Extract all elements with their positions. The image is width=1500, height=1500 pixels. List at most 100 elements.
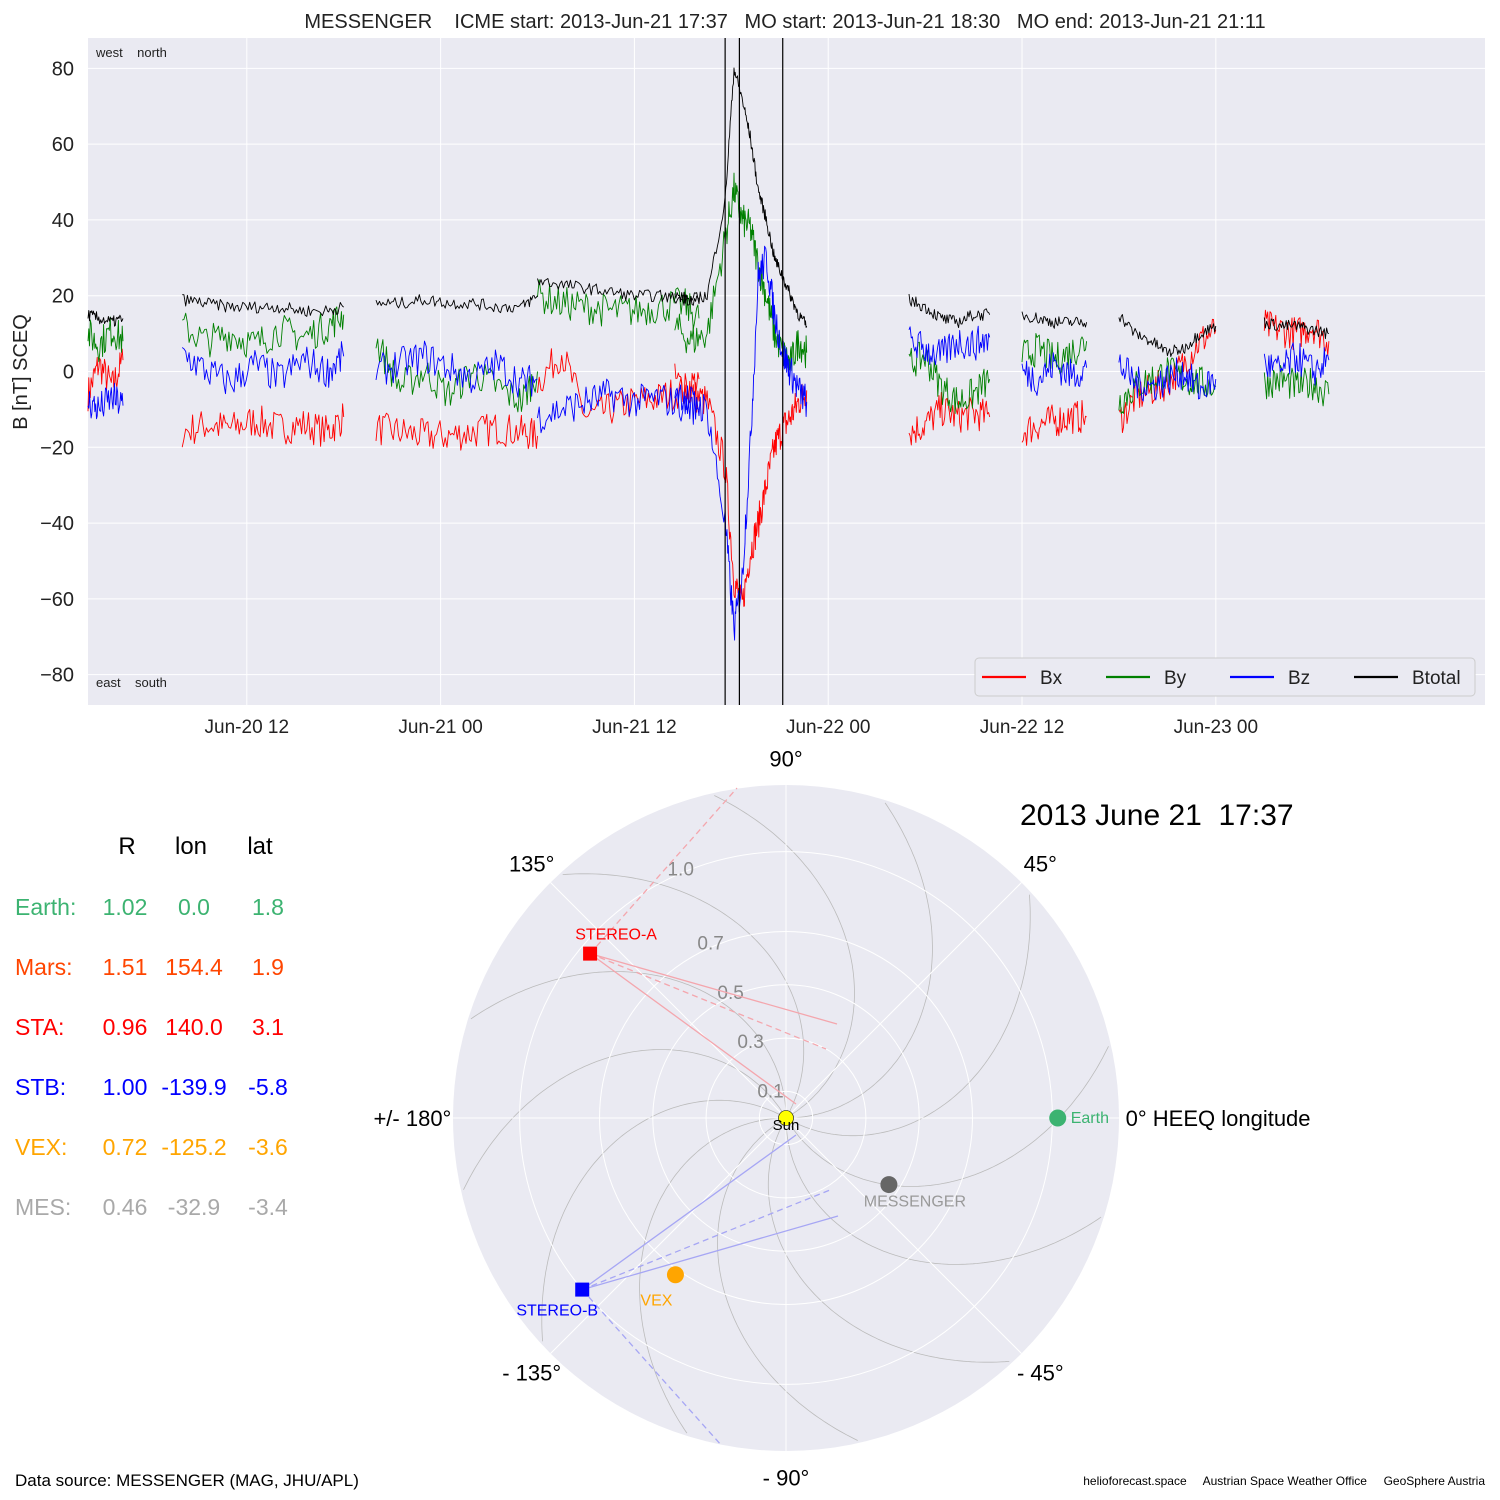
table-cell: 1.51 xyxy=(103,954,148,980)
parker-spiral xyxy=(785,1118,1102,1265)
x-tick-label: Jun-22 12 xyxy=(980,717,1065,738)
sta-fov-line xyxy=(589,953,797,1105)
table-cell: 0.72 xyxy=(103,1134,148,1160)
series-line-btotal xyxy=(375,294,538,314)
y-tick-label: 20 xyxy=(52,286,74,308)
parker-spiral xyxy=(541,1099,787,1342)
angle-label: - 135° xyxy=(502,1360,561,1385)
legend-box xyxy=(974,657,1476,697)
sta-fov-line xyxy=(589,787,738,955)
stb-fov-line xyxy=(582,1215,839,1291)
series-line-bz xyxy=(1118,354,1217,402)
angular-gridline xyxy=(785,882,1022,1119)
radial-tick-label: 0.1 xyxy=(757,1082,783,1103)
sta-fov-line xyxy=(589,952,838,1025)
stereo-field-of-view-lines xyxy=(581,787,839,1447)
series-line-bz xyxy=(87,382,124,420)
stb-fov-line xyxy=(581,1134,797,1291)
angular-gridline xyxy=(785,1117,1022,1354)
table-header-r: R xyxy=(118,833,135,860)
credits-text: helioforecast.space Austrian Space Weath… xyxy=(1083,1474,1485,1488)
x-tick-label: Jun-23 00 xyxy=(1174,717,1259,738)
legend: Bx By Bz Btotal xyxy=(974,657,1476,697)
series-line-btotal xyxy=(1263,317,1330,340)
series-line-bz xyxy=(1021,352,1088,396)
table-cell: 0.0 xyxy=(178,894,210,920)
series-line-by xyxy=(375,338,538,413)
y-tick-label: −20 xyxy=(40,437,74,459)
angular-gridline xyxy=(550,882,787,1119)
series-line-btotal xyxy=(87,310,124,327)
table-row-name: Earth: xyxy=(15,894,76,920)
legend-label-btotal: Btotal xyxy=(1412,668,1461,689)
series-line-by xyxy=(674,172,808,372)
series-line-btotal xyxy=(908,293,991,329)
series-line-bx xyxy=(375,412,538,451)
messenger-label: MESSENGER xyxy=(864,1194,966,1211)
parker-spiral xyxy=(639,1117,786,1434)
data-source-text: Data source: MESSENGER (MAG, JHU/APL) xyxy=(15,1471,359,1490)
radial-tick-label: 0.7 xyxy=(697,933,723,954)
timeseries-grid xyxy=(88,38,1485,705)
series-line-bx xyxy=(908,392,991,446)
timeseries-lines xyxy=(87,67,1330,641)
series-line-btotal xyxy=(1021,311,1088,329)
angle-label: +/- 180° xyxy=(373,1106,451,1131)
series-bz xyxy=(87,245,1330,641)
angle-label: 45° xyxy=(1024,852,1057,877)
legend-items: Bx By Bz Btotal xyxy=(982,668,1461,689)
x-tick-label: Jun-21 00 xyxy=(398,717,483,738)
table-cell: 1.9 xyxy=(252,954,284,980)
earth-label: Earth xyxy=(1071,1110,1109,1127)
table-cell: 1.00 xyxy=(103,1074,148,1100)
legend-label-by: By xyxy=(1164,668,1187,689)
parker-spiral xyxy=(767,1117,1010,1363)
y-tick-label: 60 xyxy=(52,134,74,156)
series-line-bz xyxy=(375,340,538,398)
table-row-name: Mars: xyxy=(15,954,73,980)
table-cell: 3.1 xyxy=(252,1014,284,1040)
table-row-name: STA: xyxy=(15,1014,64,1040)
parker-spiral xyxy=(562,873,805,1119)
table-cell: -139.9 xyxy=(161,1074,226,1100)
table-row-name: MES: xyxy=(15,1194,71,1220)
y-tick-label: −40 xyxy=(40,513,74,535)
stereo-a-marker xyxy=(583,946,598,961)
y-tick-label: 0 xyxy=(63,362,74,384)
parker-spiral xyxy=(470,971,787,1118)
table-cell: 154.4 xyxy=(165,954,223,980)
angle-label: 135° xyxy=(509,852,555,877)
series-line-bx xyxy=(181,403,345,448)
bottom-corner-annotation: east south xyxy=(96,675,167,690)
timeseries-panel: MESSENGER ICME start: 2013-Jun-21 17:37 … xyxy=(10,11,1485,738)
series-line-by xyxy=(87,316,124,363)
table-cell: 0.96 xyxy=(103,1014,148,1040)
angle-label: 0° HEEQ longitude xyxy=(1126,1106,1311,1131)
series-line-bz xyxy=(1263,342,1330,386)
table-cell: -3.6 xyxy=(248,1134,288,1160)
stereo-b-marker xyxy=(575,1282,590,1297)
radial-tick-labels: 0.10.30.50.71.0 xyxy=(667,859,783,1102)
series-line-by xyxy=(1118,357,1217,414)
table-cell: -3.4 xyxy=(248,1194,288,1220)
sta-fov-line xyxy=(589,953,827,1050)
parker-spiral xyxy=(786,802,933,1119)
sun-label: Sun xyxy=(773,1117,800,1134)
planet-markers: Sun Earth STEREO-A STEREO-B VEX MESSENGER xyxy=(516,927,1109,1320)
series-line-bx xyxy=(1263,309,1330,357)
parker-spiral xyxy=(785,894,1031,1137)
legend-label-bx: Bx xyxy=(1040,668,1063,689)
parker-spiral xyxy=(717,1117,858,1441)
stereo-b-label: STEREO-B xyxy=(516,1303,598,1320)
radial-tick-label: 1.0 xyxy=(667,859,693,880)
stb-fov-line xyxy=(581,1289,723,1447)
series-line-by xyxy=(908,341,991,414)
radial-tick-label: 0.3 xyxy=(737,1032,763,1053)
series-line-bz xyxy=(674,245,808,641)
x-tick-label: Jun-22 00 xyxy=(786,717,871,738)
series-line-btotal xyxy=(674,67,808,328)
y-tick-labels: −80 −60 −40 −20 0 20 40 60 80 xyxy=(40,58,74,686)
table-cell: 1.8 xyxy=(252,894,284,920)
